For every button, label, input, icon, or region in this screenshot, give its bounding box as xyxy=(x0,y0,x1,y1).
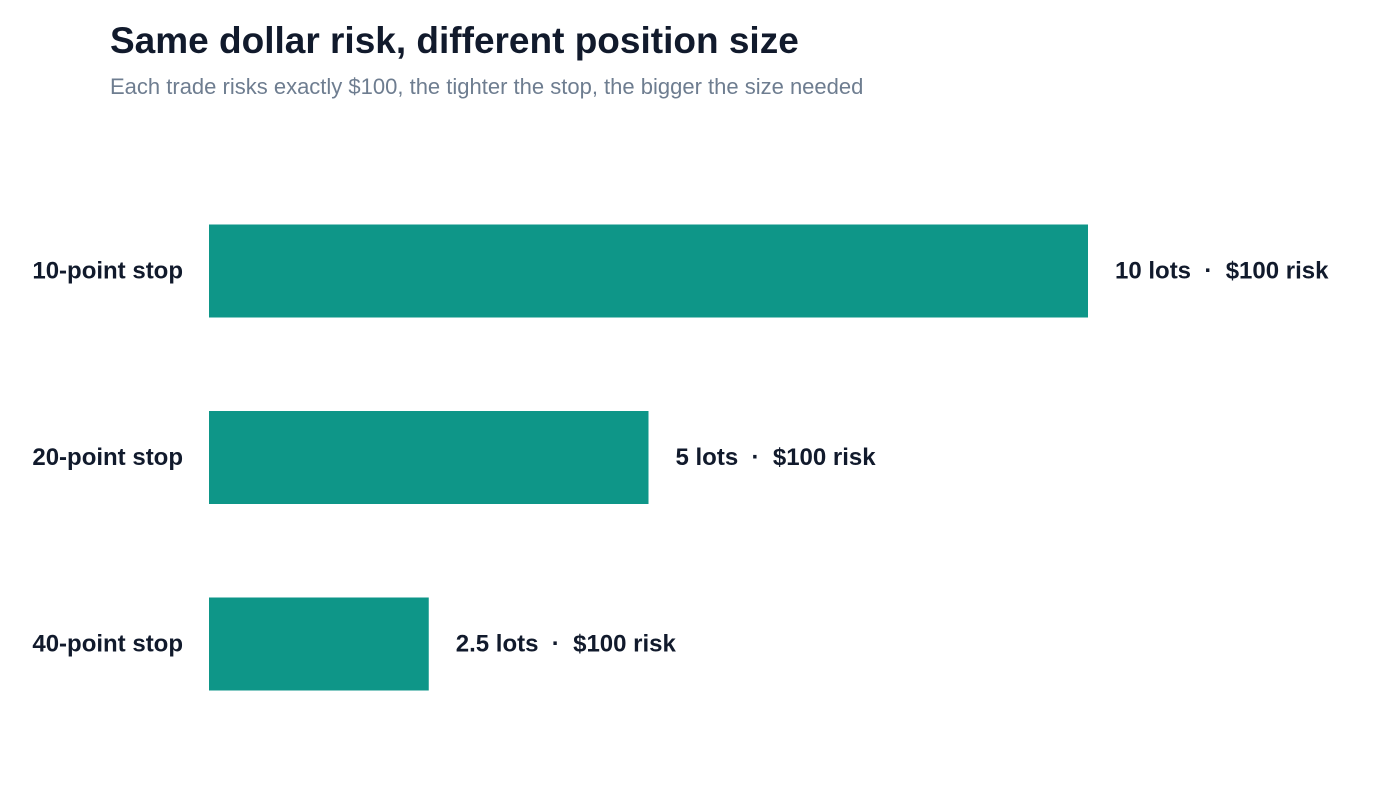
chart-subtitle: Each trade risks exactly $100, the tight… xyxy=(110,74,864,99)
bar-10-point-stop xyxy=(209,224,1088,318)
chart-title: Same dollar risk, different position siz… xyxy=(110,20,799,61)
data-label: 2.5 lots · $100 risk xyxy=(456,631,677,658)
category-label: 20-point stop xyxy=(32,444,183,471)
bar-20-point-stop xyxy=(209,411,649,504)
category-label: 10-point stop xyxy=(32,258,183,285)
bar-40-point-stop xyxy=(209,597,429,691)
category-label: 40-point stop xyxy=(32,631,183,658)
data-label: 5 lots · $100 risk xyxy=(676,444,877,471)
data-label: 10 lots · $100 risk xyxy=(1115,258,1329,285)
